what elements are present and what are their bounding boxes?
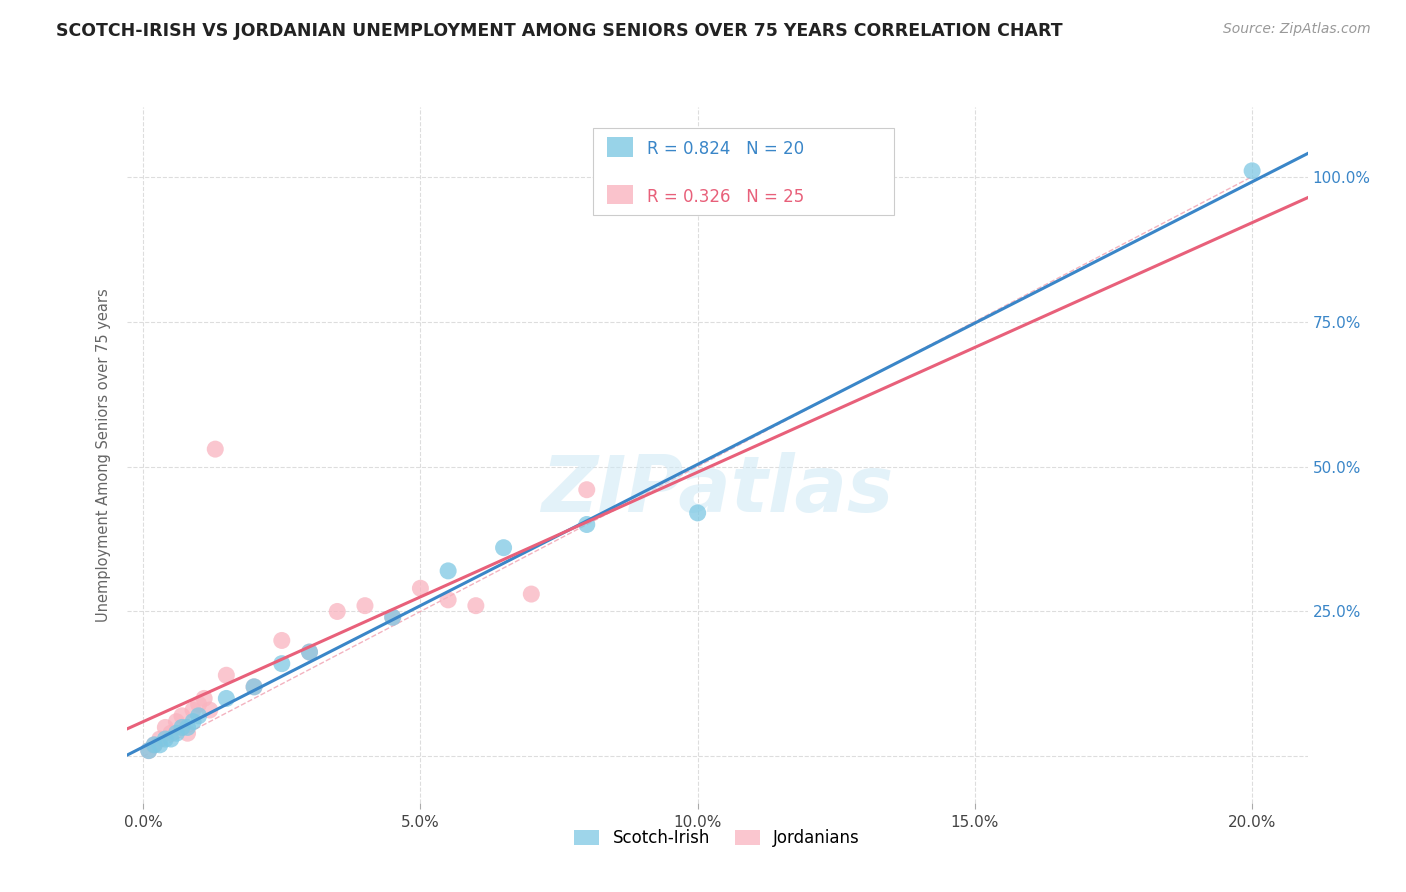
Point: [160, 731, 183, 746]
Text: SCOTCH-IRISH VS JORDANIAN UNEMPLOYMENT AMONG SENIORS OVER 75 YEARS CORRELATION C: SCOTCH-IRISH VS JORDANIAN UNEMPLOYMENT A…: [56, 22, 1063, 40]
Point: [143, 738, 166, 752]
Point: [492, 541, 515, 555]
Point: [187, 698, 209, 712]
Point: [181, 703, 204, 717]
Point: [204, 442, 226, 457]
Point: [155, 721, 177, 735]
Point: [181, 714, 204, 729]
Point: [138, 744, 160, 758]
Point: [143, 738, 166, 752]
Point: [1241, 164, 1264, 178]
Bar: [607, 137, 633, 157]
Point: [149, 731, 172, 746]
Point: [176, 726, 198, 740]
Legend: Scotch-Irish, Jordanians: Scotch-Irish, Jordanians: [568, 822, 866, 854]
Point: [165, 726, 187, 740]
Point: [381, 610, 404, 624]
Point: [464, 599, 486, 613]
Point: [575, 483, 598, 497]
Point: [298, 645, 321, 659]
Point: [193, 691, 215, 706]
Point: [243, 680, 266, 694]
Point: [354, 599, 377, 613]
Point: [138, 744, 160, 758]
Point: [170, 721, 193, 735]
Text: R = 0.326   N = 25: R = 0.326 N = 25: [647, 188, 804, 206]
Point: [437, 564, 460, 578]
Point: [298, 645, 321, 659]
Text: ZIPatlas: ZIPatlas: [541, 451, 893, 528]
Point: [686, 506, 709, 520]
Point: [409, 582, 432, 596]
Point: [520, 587, 543, 601]
Point: [198, 703, 221, 717]
Point: [243, 680, 266, 694]
Text: R = 0.824   N = 20: R = 0.824 N = 20: [647, 140, 804, 159]
Point: [270, 633, 292, 648]
FancyBboxPatch shape: [593, 128, 894, 215]
Point: [326, 605, 349, 619]
Y-axis label: Unemployment Among Seniors over 75 years: Unemployment Among Seniors over 75 years: [96, 288, 111, 622]
Point: [187, 708, 209, 723]
Point: [160, 726, 183, 740]
Point: [155, 731, 177, 746]
Point: [215, 691, 238, 706]
Point: [170, 708, 193, 723]
Point: [575, 517, 598, 532]
Point: [437, 592, 460, 607]
Bar: [607, 185, 633, 204]
Point: [149, 738, 172, 752]
Point: [176, 721, 198, 735]
Point: [215, 668, 238, 682]
Point: [270, 657, 292, 671]
Point: [165, 714, 187, 729]
Text: Source: ZipAtlas.com: Source: ZipAtlas.com: [1223, 22, 1371, 37]
Point: [381, 610, 404, 624]
